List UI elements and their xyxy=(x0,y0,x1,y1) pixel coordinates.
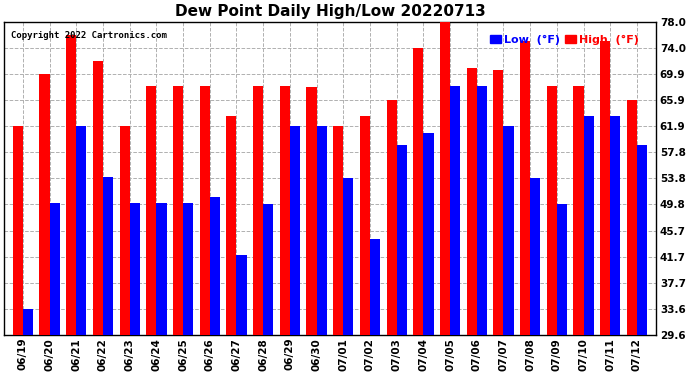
Bar xyxy=(440,22,450,335)
Bar xyxy=(157,203,166,335)
Bar xyxy=(290,126,300,335)
Bar xyxy=(66,34,77,335)
Bar xyxy=(50,203,60,335)
Bar xyxy=(359,116,370,335)
Bar xyxy=(210,196,220,335)
Bar xyxy=(119,126,130,335)
Bar xyxy=(279,87,290,335)
Bar xyxy=(317,126,326,335)
Bar xyxy=(39,74,50,335)
Bar xyxy=(386,100,397,335)
Bar xyxy=(306,87,317,335)
Bar xyxy=(557,204,567,335)
Bar xyxy=(600,41,610,335)
Bar xyxy=(263,204,273,335)
Bar xyxy=(466,68,477,335)
Bar xyxy=(520,41,530,335)
Bar xyxy=(23,309,33,335)
Bar xyxy=(637,145,647,335)
Bar xyxy=(333,126,343,335)
Bar xyxy=(424,133,433,335)
Bar xyxy=(397,145,407,335)
Legend: Low  (°F), High  (°F): Low (°F), High (°F) xyxy=(486,30,644,50)
Bar xyxy=(477,87,487,335)
Bar xyxy=(130,203,140,335)
Bar xyxy=(627,100,637,335)
Bar xyxy=(253,87,263,335)
Bar xyxy=(226,116,237,335)
Bar xyxy=(370,238,380,335)
Bar xyxy=(573,87,584,335)
Bar xyxy=(237,255,246,335)
Bar xyxy=(450,87,460,335)
Bar xyxy=(93,61,103,335)
Bar xyxy=(610,116,620,335)
Bar xyxy=(77,126,86,335)
Bar xyxy=(146,87,157,335)
Bar xyxy=(546,87,557,335)
Bar xyxy=(12,126,23,335)
Text: Copyright 2022 Cartronics.com: Copyright 2022 Cartronics.com xyxy=(10,31,166,40)
Bar xyxy=(504,126,513,335)
Bar xyxy=(199,87,210,335)
Bar xyxy=(530,178,540,335)
Bar xyxy=(413,48,424,335)
Bar xyxy=(584,116,593,335)
Bar xyxy=(183,203,193,335)
Bar xyxy=(343,178,353,335)
Title: Dew Point Daily High/Low 20220713: Dew Point Daily High/Low 20220713 xyxy=(175,4,485,19)
Bar xyxy=(103,177,113,335)
Bar xyxy=(173,87,183,335)
Bar xyxy=(493,70,504,335)
